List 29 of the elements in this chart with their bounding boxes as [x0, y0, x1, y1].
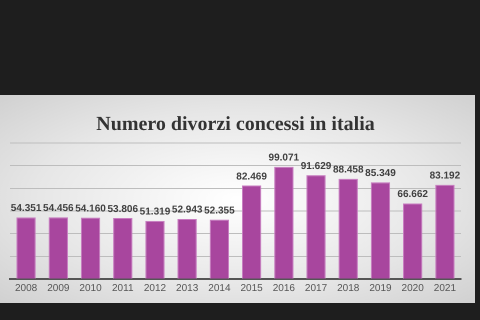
- data-label: 54.351: [10, 203, 42, 214]
- x-tick-label: 2011: [112, 282, 134, 294]
- x-tick-label: 2019: [369, 282, 392, 294]
- x-tick-label: 2010: [79, 282, 102, 294]
- data-label: 53.806: [107, 204, 138, 215]
- data-label: 54.456: [43, 203, 74, 214]
- x-tick-label: 2020: [402, 282, 424, 294]
- x-tick-label: 2021: [434, 282, 456, 294]
- data-label: 52.355: [204, 205, 236, 216]
- data-label: 91.629: [300, 160, 332, 172]
- data-label: 83.192: [430, 170, 461, 182]
- data-label: 82.469: [236, 171, 268, 182]
- x-tick-label: 2014: [208, 282, 231, 294]
- x-tick-label: 2013: [176, 282, 199, 294]
- x-tick-label: 2016: [272, 282, 296, 294]
- data-label: 66.662: [397, 189, 428, 200]
- x-tick-label: 2012: [144, 282, 167, 294]
- data-label: 51.319: [140, 206, 171, 218]
- x-tick-label: 2015: [240, 282, 264, 294]
- x-tick-label: 2008: [14, 282, 38, 294]
- data-label: 54.160: [75, 203, 106, 214]
- x-tick-label: 2009: [47, 282, 70, 294]
- x-tick-label: 2018: [337, 282, 360, 294]
- data-label: 99.071: [268, 152, 300, 164]
- data-label: 85.349: [365, 168, 396, 180]
- x-tick-label: 2017: [304, 282, 328, 294]
- chart-title: Numero divorzi concessi in italia: [96, 113, 375, 136]
- data-label: 52.943: [172, 204, 203, 216]
- data-label: 88.458: [332, 164, 364, 176]
